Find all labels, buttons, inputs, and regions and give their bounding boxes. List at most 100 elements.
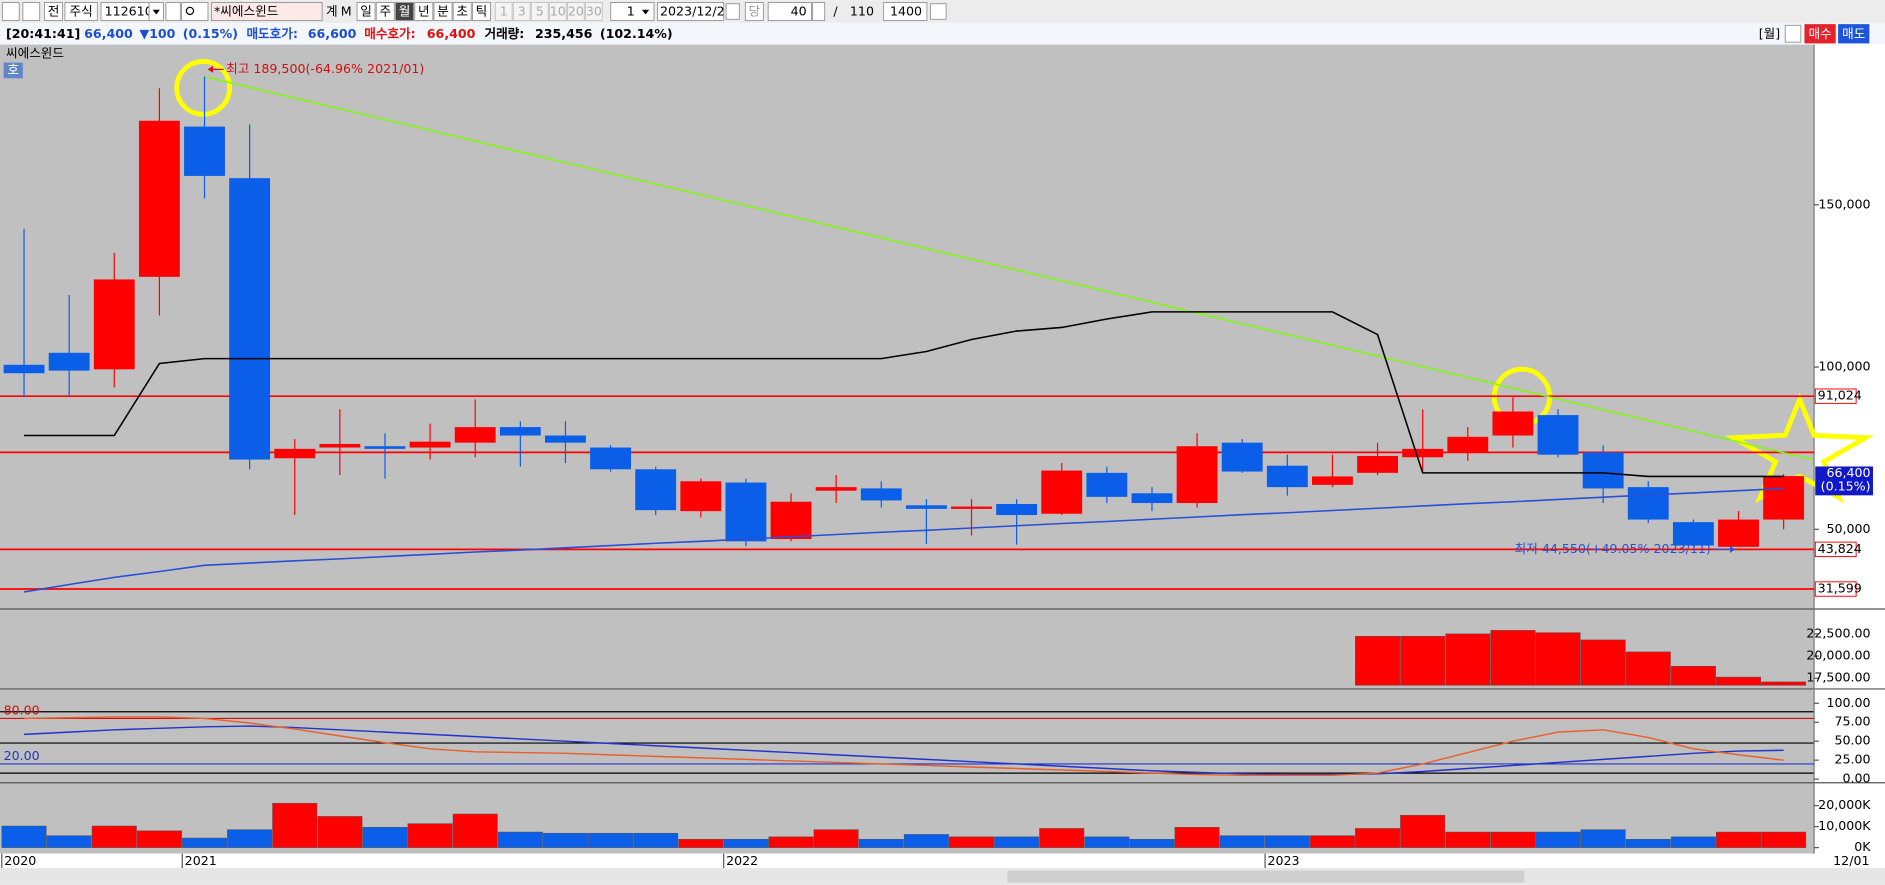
y-tick-label: 10,000K (1818, 818, 1871, 833)
candle-body (680, 481, 722, 512)
bar (813, 829, 859, 848)
candle-body (319, 443, 361, 448)
settings-button[interactable] (1784, 24, 1802, 43)
candle-body (951, 506, 992, 509)
total-count: 110 (850, 4, 874, 19)
interval-button[interactable] (530, 2, 549, 22)
period-button[interactable] (375, 2, 395, 22)
bar (1129, 838, 1175, 848)
candle-body (93, 279, 135, 370)
candle-body (996, 504, 1038, 516)
date-input[interactable] (657, 2, 725, 22)
chart-name: 씨에스윈드 (6, 46, 64, 61)
period-button[interactable] (452, 2, 472, 22)
candle-body (1537, 415, 1579, 455)
buy-button[interactable] (1804, 24, 1836, 44)
y-tick-label: 22,500.00 (1806, 625, 1870, 640)
period-label: 일 (360, 4, 372, 19)
candle-body (454, 427, 496, 443)
y-tick-label: 20,000K (1818, 797, 1871, 812)
bar (136, 830, 182, 848)
icon-button[interactable] (22, 2, 41, 22)
bar (1716, 831, 1761, 848)
sell-button[interactable] (1838, 24, 1870, 44)
candle-body (770, 501, 812, 540)
period-button[interactable] (356, 2, 376, 22)
candle-body (1086, 472, 1128, 497)
bar (182, 837, 227, 848)
separator: / (833, 4, 838, 19)
scrollbar[interactable] (0, 868, 1885, 885)
period-button[interactable] (414, 2, 434, 22)
interval-button[interactable] (548, 2, 567, 22)
scroll-thumb[interactable] (1007, 870, 1525, 883)
count-text: 1 (627, 4, 635, 19)
bar (1535, 632, 1581, 686)
x-tick-label: 2021 (185, 853, 217, 868)
candle-body (1312, 476, 1353, 485)
candle-body (1763, 476, 1805, 520)
period-button[interactable] (471, 2, 491, 22)
mode-button[interactable]: 계 (326, 4, 338, 19)
shown-input[interactable] (767, 2, 812, 22)
bar (1264, 835, 1310, 848)
bar (1670, 836, 1716, 848)
price: 66,400 (84, 26, 133, 41)
bar (1400, 636, 1446, 686)
mode-button[interactable]: M (341, 4, 352, 19)
bar (633, 832, 679, 848)
volume: 235,456 (535, 26, 593, 41)
interval-button[interactable] (494, 2, 513, 22)
period-button[interactable] (433, 2, 453, 22)
candle-body (1402, 448, 1444, 458)
name-field[interactable] (211, 2, 323, 22)
period-button[interactable] (395, 2, 415, 22)
bar (1580, 829, 1626, 848)
interval-button[interactable] (512, 2, 531, 22)
bar (1490, 630, 1536, 686)
overlay-line (24, 311, 1784, 478)
bar (46, 835, 92, 848)
candle-body (1447, 436, 1489, 453)
interval-label: 3 (518, 4, 526, 19)
y-tick-label: 50.00 (1834, 733, 1870, 748)
interval-label: 10 (550, 4, 566, 19)
trendline (204, 75, 1813, 461)
current-button[interactable] (744, 2, 764, 22)
bar (1445, 831, 1491, 848)
prev-button[interactable] (43, 2, 63, 22)
bar (1, 825, 47, 848)
period-label: 틱 (476, 4, 488, 19)
h-line-label: 43,824 (1818, 541, 1862, 556)
interval-button[interactable] (566, 2, 585, 22)
bar (1625, 651, 1671, 686)
market-select[interactable] (64, 2, 98, 22)
bar (227, 829, 273, 848)
candle-body (1266, 465, 1308, 488)
x-tick-label: 2023 (1267, 853, 1299, 868)
candle-body (138, 120, 180, 277)
candle-body (364, 446, 406, 449)
option-button[interactable] (929, 3, 947, 20)
bar (949, 836, 994, 848)
bar (723, 838, 769, 848)
bar (497, 831, 543, 848)
icon-button[interactable] (1, 2, 20, 22)
y-tick-label: 50,000 (1826, 521, 1870, 536)
max-input[interactable] (883, 2, 928, 22)
indicator-line (24, 716, 1784, 777)
bar (1084, 836, 1130, 848)
bar (1309, 835, 1355, 848)
highlight-circle (174, 59, 233, 117)
calendar-button[interactable] (725, 3, 740, 20)
cursor-date: 12/01 (1833, 853, 1869, 868)
candle-body (1582, 452, 1624, 489)
max-text: 1400 (890, 4, 922, 19)
overlay-line (23, 487, 1784, 593)
count-select[interactable] (610, 2, 655, 22)
history-button[interactable] (165, 2, 181, 22)
spinner[interactable] (812, 2, 826, 22)
interval-button[interactable] (584, 2, 603, 22)
y-tick-label: 0.00 (1842, 771, 1870, 786)
search-button[interactable] (181, 2, 209, 22)
